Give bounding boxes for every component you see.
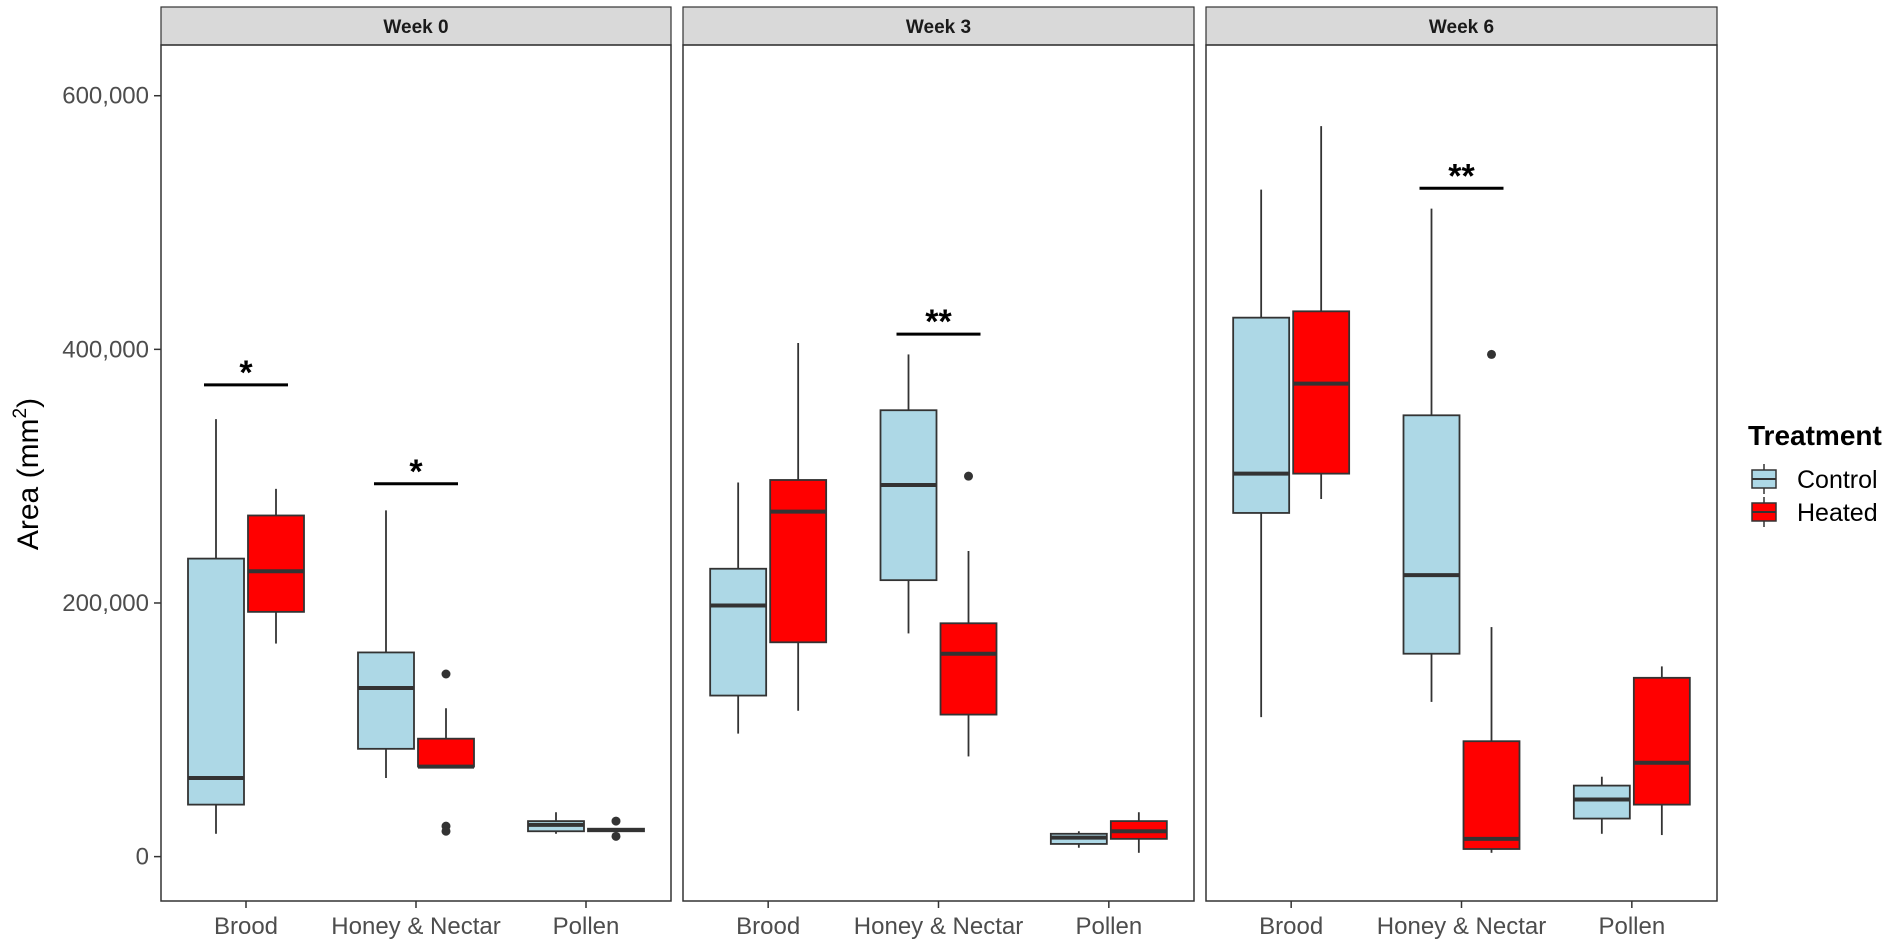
y-tick-label: 200,000 xyxy=(62,590,149,617)
facet-strip xyxy=(682,6,1195,46)
x-tick-label: Honey & Nectar xyxy=(854,913,1023,940)
legend-title: Treatment xyxy=(1748,420,1882,451)
box-body xyxy=(1572,784,1631,820)
box-pollen-heated xyxy=(1632,666,1691,836)
significance-honey-nectar: ** xyxy=(896,303,981,341)
box-brood-control xyxy=(709,482,768,734)
y-tick-label: 600,000 xyxy=(62,83,149,110)
legend: Treatment Control Heated xyxy=(1748,420,1882,527)
panel-week-0: Week 0 * * Brood Honey & Nectar Pollen xyxy=(160,6,672,940)
legend-item-heated: Heated xyxy=(1751,497,1878,527)
box-pollen-control xyxy=(527,812,585,834)
box-body xyxy=(769,479,828,644)
outlier-point xyxy=(964,471,973,481)
significance-brood: * xyxy=(204,354,288,392)
panel-background xyxy=(683,45,1194,901)
x-tick-label: Pollen xyxy=(1075,913,1142,940)
outlier-point xyxy=(441,826,451,836)
box-honey-nectar-control xyxy=(879,354,938,634)
y-tick-label: 0 xyxy=(136,844,149,871)
box-honey-nectar-control xyxy=(1402,208,1461,702)
box-honey-nectar-heated xyxy=(417,669,475,836)
panel-week-3: Week 3 ** Brood Honey & Nectar Pollen xyxy=(682,6,1195,940)
x-tick-label: Pollen xyxy=(1598,913,1665,940)
box-pollen-control xyxy=(1049,831,1108,848)
outlier-point xyxy=(441,669,451,679)
box-body xyxy=(709,567,768,697)
facet-strip-label: Week 3 xyxy=(906,17,971,38)
box-brood-heated xyxy=(769,343,828,711)
box-body xyxy=(247,514,305,613)
panel-background xyxy=(161,45,671,901)
x-tick-label: Honey & Nectar xyxy=(331,913,500,940)
x-tick-label: Brood xyxy=(1259,913,1323,940)
significance-honey-nectar: ** xyxy=(1419,157,1504,195)
box-honey-nectar-heated xyxy=(939,471,998,757)
legend-label: Control xyxy=(1797,466,1878,494)
x-tick-label: Honey & Nectar xyxy=(1377,913,1546,940)
facet-strip-label: Week 0 xyxy=(383,17,448,38)
y-axis-title-text: Area (mm xyxy=(12,418,45,550)
significance-label: ** xyxy=(925,303,952,341)
box-brood-heated xyxy=(1292,126,1351,499)
facet-strip xyxy=(160,6,672,46)
box-honey-nectar-control xyxy=(357,510,415,778)
facet-strip-label: Week 6 xyxy=(1429,17,1494,38)
x-tick-label: Pollen xyxy=(553,913,620,940)
outlier-point xyxy=(1487,349,1496,359)
box-brood-heated xyxy=(247,488,305,644)
y-axis-title-superscript: 2 xyxy=(10,408,31,419)
outlier-point xyxy=(611,831,621,841)
box-body xyxy=(1462,740,1521,850)
box-body xyxy=(357,651,415,750)
box-body xyxy=(1232,316,1291,514)
y-axis-title-close: ) xyxy=(12,398,45,408)
significance-label: ** xyxy=(1448,157,1475,195)
outlier-point xyxy=(611,816,621,826)
box-pollen-heated xyxy=(587,816,645,841)
box-body xyxy=(1632,676,1691,806)
y-axis-title: Area (mm2) xyxy=(10,398,45,550)
y-axis: 0 200,000 400,000 600,000 xyxy=(62,83,161,871)
box-honey-nectar-heated xyxy=(1462,349,1521,853)
legend-item-control: Control xyxy=(1751,464,1878,494)
panel-week-6: Week 6 ** Brood Honey & Nectar Pollen xyxy=(1205,6,1718,940)
significance-label: * xyxy=(239,354,253,392)
legend-label: Heated xyxy=(1797,499,1878,527)
x-tick-label: Brood xyxy=(736,913,800,940)
box-pollen-control xyxy=(1572,776,1631,834)
box-brood-control xyxy=(1232,189,1291,718)
box-body xyxy=(417,737,475,768)
box-body xyxy=(1292,310,1351,475)
box-body xyxy=(879,409,938,582)
box-pollen-heated xyxy=(1109,812,1168,853)
y-tick-label: 400,000 xyxy=(62,336,149,363)
significance-honey-nectar: * xyxy=(374,453,458,491)
box-body xyxy=(187,557,245,806)
x-tick-label: Brood xyxy=(214,913,278,940)
significance-label: * xyxy=(409,453,423,491)
box-brood-control xyxy=(187,419,245,834)
box-body xyxy=(939,622,998,716)
box-body xyxy=(1402,414,1461,655)
